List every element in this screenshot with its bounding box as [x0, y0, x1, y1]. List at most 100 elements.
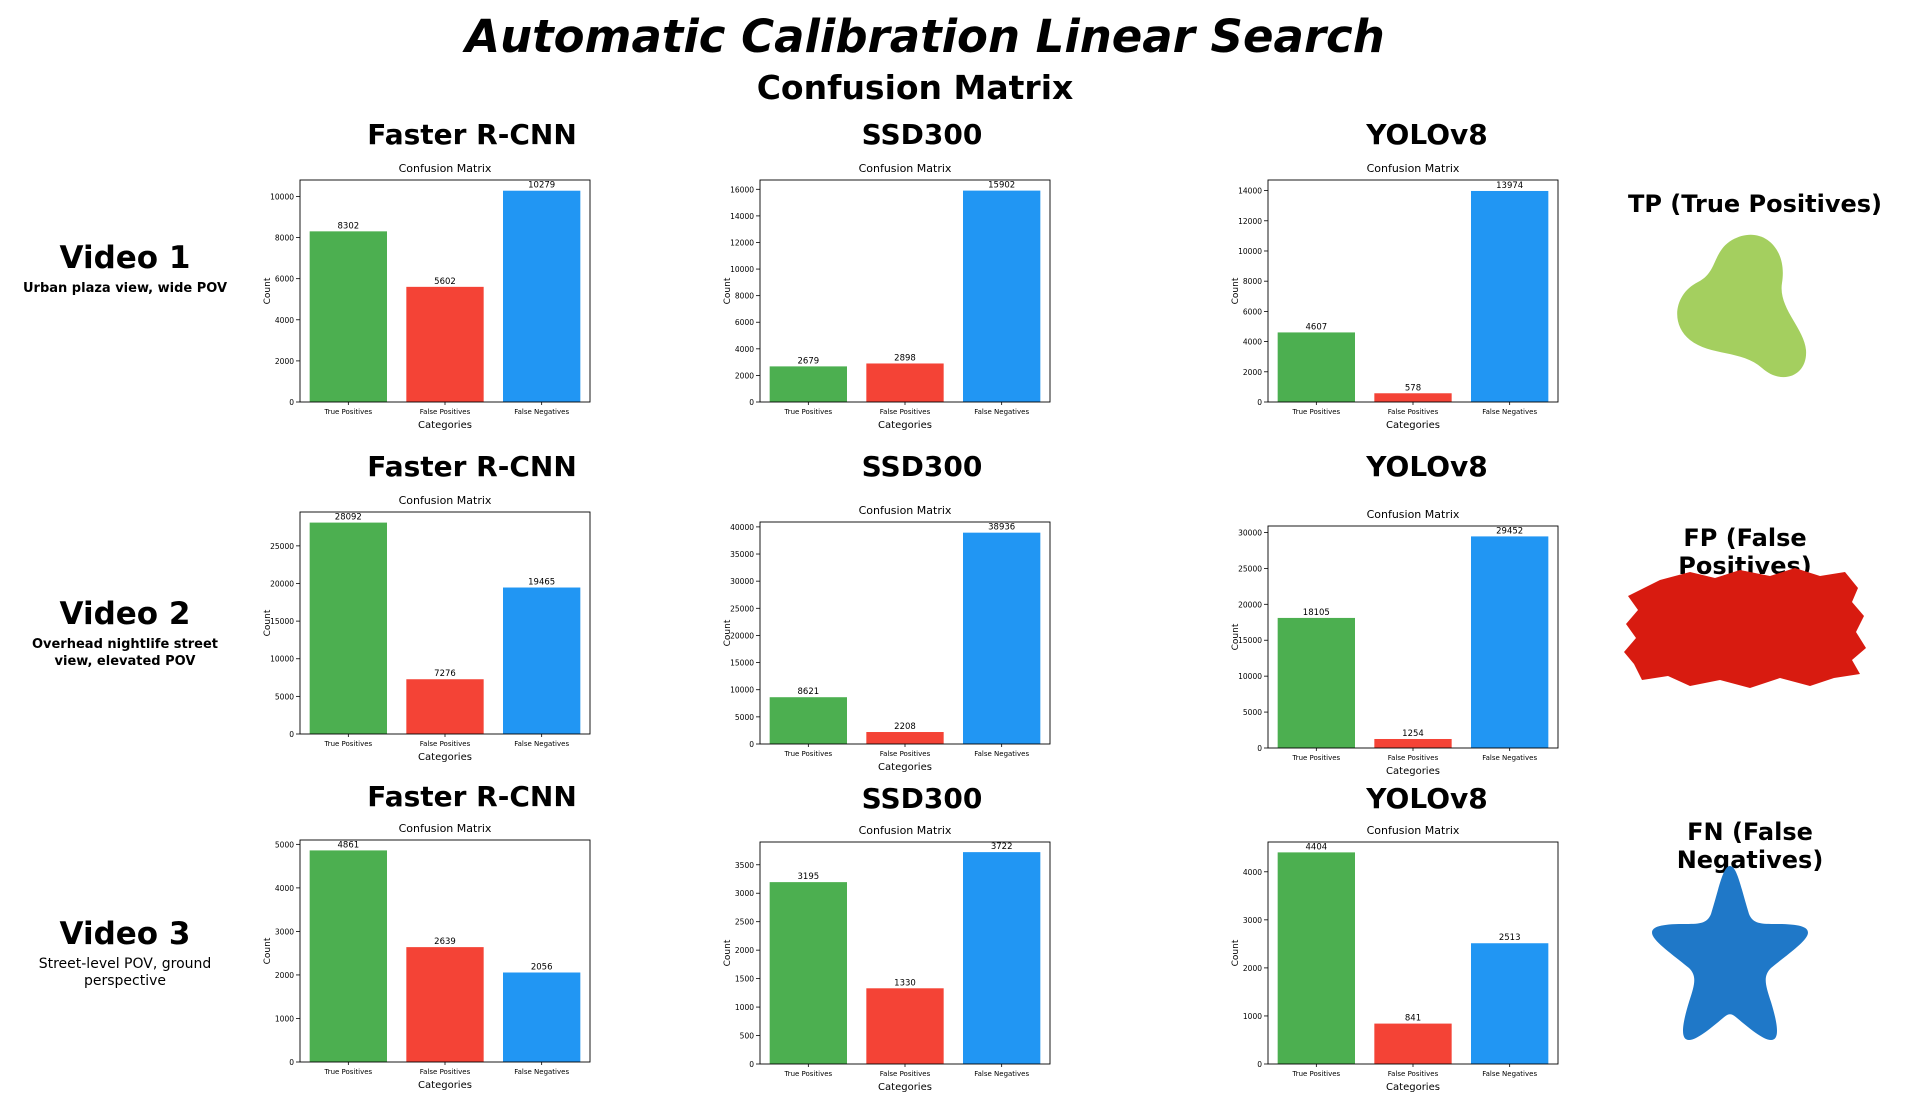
x-tick-label: True Positives: [1291, 408, 1340, 416]
chart-svg: Confusion Matrix 0 2000 4000 6000 8000 10000 12…: [1231, 162, 1559, 431]
chart-title: Confusion Matrix: [399, 494, 492, 507]
chart-title: Confusion Matrix: [859, 504, 952, 517]
legend-tp-label: TP (True Positives): [1627, 190, 1883, 218]
y-tick-label: 6000: [735, 318, 754, 327]
y-tick-label: 5000: [275, 840, 294, 849]
y-tick-label: 6000: [1243, 307, 1262, 316]
bar-tp: [1277, 617, 1355, 748]
chart-video2-faster-rcnn: Confusion Matrix 0 5000 10000 15000 20000 2500…: [262, 484, 602, 774]
data-label-fp: 7276: [434, 669, 456, 679]
y-tick-label: 12000: [730, 238, 754, 247]
chart-svg: Confusion Matrix 0 5000 10000 15000 20000 2500…: [723, 504, 1051, 773]
bar-fp: [1374, 393, 1452, 402]
chart-video2-yolov8: Confusion Matrix 0 5000 10000 15000 20000 2500…: [1230, 498, 1570, 788]
y-tick-label: 10000: [270, 192, 294, 201]
y-axis-label: Count: [723, 277, 733, 304]
y-tick-label: 12000: [1238, 217, 1262, 226]
x-tick-label: False Negatives: [974, 1070, 1029, 1078]
y-tick-label: 1500: [735, 975, 754, 984]
plot-frame: [299, 511, 591, 735]
video-2-name: Video 2: [59, 596, 191, 632]
data-label-fn: 13974: [1496, 181, 1523, 191]
chart-video3-faster-rcnn: Confusion Matrix 0 1000 2000 3000 4000 5000 486…: [262, 812, 602, 1102]
y-tick-label: 25000: [730, 604, 754, 613]
y-tick-label: 0: [289, 730, 294, 739]
y-tick-label: 10000: [1238, 247, 1262, 256]
y-tick-label: 1000: [1243, 1012, 1262, 1021]
legend-fn-shape: [1652, 866, 1808, 1040]
x-tick-label: False Positives: [420, 740, 471, 748]
y-tick-label: 5000: [275, 692, 294, 701]
y-tick-label: 2500: [735, 918, 754, 927]
y-tick-label: 20000: [270, 579, 294, 588]
data-label-fp: 578: [1405, 383, 1421, 393]
y-tick-label: 4000: [275, 316, 294, 325]
bar-fn: [963, 852, 1041, 1064]
chart-svg: Confusion Matrix 0 5000 10000 15000 20000 2500…: [263, 494, 591, 763]
page-title: Automatic Calibration Linear Search: [465, 10, 1385, 63]
y-tick-label: 4000: [275, 884, 294, 893]
y-tick-label: 0: [1257, 1060, 1262, 1069]
y-tick-label: 500: [740, 1032, 755, 1041]
y-axis-label: Count: [263, 609, 273, 636]
bar-fp: [866, 988, 944, 1064]
x-tick-label: True Positives: [783, 408, 832, 416]
x-tick-label: True Positives: [323, 1068, 372, 1076]
chart-video2-ssd300: Confusion Matrix 0 5000 10000 15000 20000 2500…: [722, 494, 1062, 784]
y-tick-label: 2000: [1243, 964, 1262, 973]
x-tick-label: False Negatives: [974, 750, 1029, 758]
x-axis-label: Categories: [878, 762, 932, 773]
x-axis-label: Categories: [418, 1080, 472, 1091]
y-tick-label: 0: [1257, 398, 1262, 407]
y-tick-label: 25000: [270, 542, 294, 551]
y-tick-label: 2000: [275, 357, 294, 366]
bar-fp: [406, 286, 484, 402]
x-axis-label: Categories: [418, 420, 472, 431]
y-tick-label: 3000: [1243, 916, 1262, 925]
data-label-fn: 3722: [991, 842, 1013, 852]
data-label-fn: 29452: [1496, 526, 1523, 536]
bar-tp: [769, 366, 847, 402]
plot-frame: [1267, 179, 1559, 403]
y-tick-label: 14000: [730, 212, 754, 221]
bar-fp: [1374, 738, 1452, 748]
y-tick-label: 1000: [735, 1003, 754, 1012]
y-tick-label: 4000: [1243, 868, 1262, 877]
y-axis-label: Count: [1231, 939, 1241, 966]
x-tick-label: True Positives: [323, 408, 372, 416]
model-title-r2-ssd300: SSD300: [861, 450, 983, 483]
chart-video3-yolov8: Confusion Matrix 0 1000 2000 3000 4000 4404 Tru…: [1230, 814, 1570, 1104]
y-tick-label: 2000: [735, 371, 754, 380]
y-tick-label: 0: [749, 1060, 754, 1069]
model-title-r2-faster-rcnn: Faster R-CNN: [367, 450, 577, 483]
chart-title: Confusion Matrix: [859, 824, 952, 837]
y-tick-label: 5000: [1243, 708, 1262, 717]
x-tick-label: False Positives: [1388, 408, 1439, 416]
plot-frame: [299, 839, 591, 1063]
chart-video1-faster-rcnn: Confusion Matrix 0 2000 4000 6000 8000 10000 83…: [262, 152, 602, 442]
y-tick-label: 20000: [730, 631, 754, 640]
video-3-description: Street-level POV, ground perspective: [38, 956, 212, 989]
x-tick-label: True Positives: [1291, 754, 1340, 762]
y-tick-label: 2000: [735, 946, 754, 955]
y-axis-label: Count: [1231, 277, 1241, 304]
x-tick-label: False Negatives: [514, 408, 569, 416]
model-title-r3-ssd300: SSD300: [861, 782, 983, 815]
data-label-fp: 2898: [894, 353, 916, 363]
video-1-description: Urban plaza view, wide POV: [22, 281, 228, 296]
model-title-r3-faster-rcnn: Faster R-CNN: [367, 780, 577, 813]
y-tick-label: 4000: [1243, 338, 1262, 347]
bar-fn: [963, 190, 1041, 402]
chart-svg: Confusion Matrix 0 1000 2000 3000 4000 4404 Tru…: [1231, 824, 1559, 1093]
data-label-fp: 1330: [894, 978, 916, 988]
y-tick-label: 2000: [1243, 368, 1262, 377]
video-1-label: Video 1 Urban plaza view, wide POV: [0, 240, 250, 297]
x-tick-label: False Positives: [1388, 1070, 1439, 1078]
bar-fn: [503, 972, 581, 1062]
y-tick-label: 8000: [275, 234, 294, 243]
bar-tp: [1277, 852, 1355, 1064]
data-label-fp: 5602: [434, 277, 456, 287]
y-axis-label: Count: [723, 939, 733, 966]
y-tick-label: 14000: [1238, 187, 1262, 196]
data-label-fp: 2639: [434, 937, 456, 947]
